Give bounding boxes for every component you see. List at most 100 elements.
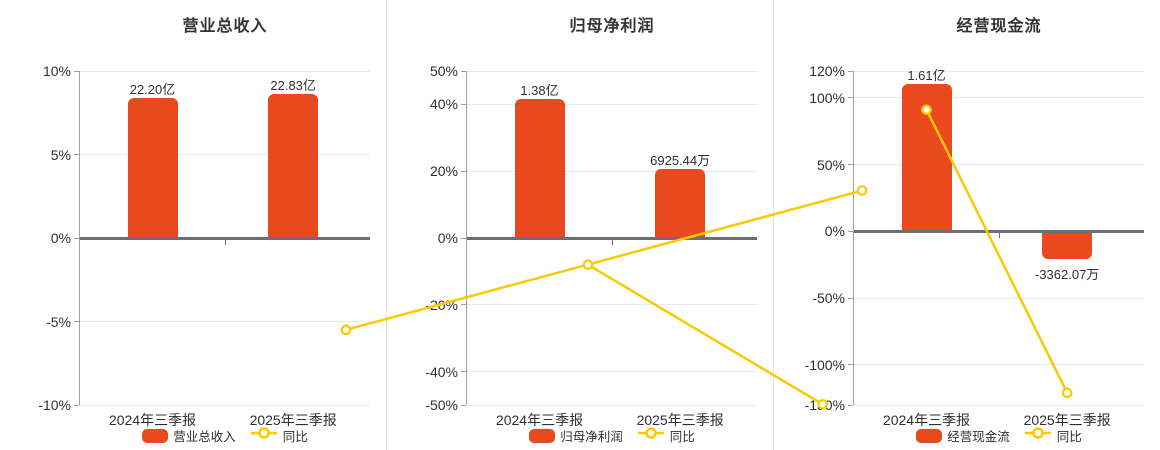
trend-point-2025年三季报[interactable] bbox=[1061, 387, 1073, 399]
chart-title: 经营现金流 bbox=[956, 18, 1042, 35]
y-tick-label: -50% bbox=[425, 397, 458, 413]
x-category-label: 2024年三季报 bbox=[495, 412, 584, 428]
y-tick-label: 20% bbox=[429, 163, 458, 180]
trend-point-2025年三季报[interactable] bbox=[856, 185, 868, 196]
y-axis-tick bbox=[461, 70, 466, 72]
bar-value-label: 1.61亿 bbox=[907, 68, 946, 84]
y-axis-tick bbox=[461, 404, 466, 406]
y-tick-label: 0% bbox=[437, 230, 458, 246]
x-category-label: 2025年三季报 bbox=[636, 412, 724, 428]
gridline bbox=[854, 404, 1144, 406]
trend-point-2024年三季报[interactable] bbox=[921, 104, 932, 116]
gridline bbox=[80, 70, 370, 72]
gridline bbox=[467, 404, 757, 406]
gridline bbox=[467, 304, 757, 306]
gridline bbox=[467, 103, 757, 105]
zero-axis-line bbox=[467, 236, 757, 240]
plot-area: 50% 40% 20% 0% -20% -40% -50% 1.38亿 6925.44万 2024… bbox=[425, 63, 829, 428]
y-axis-tick bbox=[461, 237, 466, 239]
chart-panel-3: 经营现金流120%100%50%0%-50%-100%-130%1.61亿-33… bbox=[773, 0, 1160, 450]
legend-line-label: 同比 bbox=[282, 430, 308, 444]
y-axis-tick bbox=[848, 404, 853, 406]
legend-item-bar-series[interactable]: 归母净利润 bbox=[529, 426, 623, 445]
legend-item-bar-series[interactable]: 经营现金流 bbox=[916, 426, 1010, 445]
trend-point-2024年三季报[interactable] bbox=[582, 259, 594, 271]
y-axis-tick bbox=[74, 404, 79, 406]
gridline bbox=[854, 70, 1144, 72]
y-axis-tick bbox=[848, 97, 853, 99]
gridline bbox=[854, 164, 1144, 166]
y-tick-label: -50% bbox=[812, 290, 845, 307]
y-tick-label: -5% bbox=[46, 313, 71, 330]
x-axis-tick bbox=[612, 239, 613, 245]
y-axis-tick bbox=[461, 371, 466, 373]
bar-2025年三季报[interactable] bbox=[655, 168, 706, 238]
y-axis-tick bbox=[848, 164, 853, 166]
legend-bar-swatch bbox=[142, 428, 169, 443]
line-marker-icon bbox=[637, 427, 664, 439]
legend-bar-label: 经营现金流 bbox=[947, 430, 1010, 444]
bar-value-label: 1.38亿 bbox=[520, 83, 559, 99]
line-marker-icon bbox=[1024, 427, 1051, 439]
y-tick-label: -10% bbox=[38, 397, 71, 413]
gridline bbox=[854, 364, 1144, 366]
bar-2025年三季报[interactable] bbox=[268, 93, 319, 238]
zero-axis-line bbox=[80, 236, 370, 240]
y-axis-tick bbox=[848, 364, 853, 366]
legend-item-line-series[interactable]: 同比 bbox=[637, 426, 695, 445]
legend-bar-label: 营业总收入 bbox=[173, 430, 236, 444]
bar-2024年三季报[interactable] bbox=[127, 97, 178, 238]
plot-area: 10% 5% 0% -5% -10% 22.20亿 22.83亿 2024年三季报 2025年三… bbox=[38, 63, 868, 428]
gridline bbox=[467, 371, 757, 373]
bar-value-label: 22.20亿 bbox=[129, 81, 176, 97]
bar-2025年三季报[interactable] bbox=[1042, 231, 1093, 260]
trend-line-segment bbox=[345, 189, 863, 332]
legend-item-line-series[interactable]: 同比 bbox=[1024, 426, 1082, 445]
legend: 归母净利润 同比 bbox=[467, 426, 757, 445]
legend-bar-swatch bbox=[529, 428, 556, 443]
gridline bbox=[80, 154, 370, 155]
line-marker-icon bbox=[250, 427, 277, 439]
legend: 经营现金流 同比 bbox=[854, 426, 1144, 445]
trend-point-2025年三季报[interactable] bbox=[817, 399, 829, 410]
y-tick-label: 100% bbox=[809, 89, 845, 106]
x-axis-tick bbox=[225, 239, 226, 245]
gridline bbox=[80, 404, 370, 406]
legend-line-icon bbox=[250, 426, 278, 445]
y-tick-label: 120% bbox=[809, 63, 845, 79]
x-category-label: 2025年三季报 bbox=[1023, 412, 1111, 428]
trend-point-2024年三季报[interactable] bbox=[340, 324, 352, 336]
y-axis-tick bbox=[848, 70, 853, 72]
y-axis-tick bbox=[74, 154, 79, 155]
chart-title: 归母净利润 bbox=[569, 18, 655, 35]
trend-line-segment bbox=[925, 109, 1069, 394]
legend-item-bar-series[interactable]: 营业总收入 bbox=[142, 426, 236, 445]
trend-line-segment bbox=[587, 263, 824, 406]
y-tick-label: -40% bbox=[425, 363, 458, 380]
y-axis-tick bbox=[461, 103, 466, 105]
legend-item-line-series[interactable]: 同比 bbox=[250, 426, 308, 445]
plot-area: 120%100%50%0%-50%-100%-130%1.61亿-3362.07… bbox=[805, 63, 1144, 428]
gridline bbox=[854, 97, 1144, 99]
legend-line-icon bbox=[637, 426, 665, 445]
y-axis-tick bbox=[848, 297, 853, 299]
y-tick-label: 0% bbox=[50, 230, 71, 246]
bar-2024年三季报[interactable] bbox=[514, 99, 565, 238]
x-category-label: 2025年三季报 bbox=[249, 412, 337, 428]
legend-line-label: 同比 bbox=[669, 430, 695, 444]
zero-axis-line bbox=[854, 229, 1144, 233]
y-axis-tick bbox=[74, 237, 79, 239]
y-axis-tick bbox=[461, 304, 466, 306]
gridline bbox=[467, 70, 757, 72]
trend-line-yoy bbox=[582, 259, 829, 410]
y-tick-label: -100% bbox=[804, 356, 845, 373]
bar-value-label: 22.83亿 bbox=[270, 77, 316, 93]
y-axis-tick bbox=[74, 70, 79, 72]
y-axis-line bbox=[466, 71, 467, 405]
legend-line-label: 同比 bbox=[1056, 430, 1082, 444]
gridline bbox=[80, 321, 370, 322]
x-category-label: 2024年三季报 bbox=[882, 412, 971, 428]
trend-line-yoy bbox=[921, 104, 1073, 399]
y-axis-line bbox=[79, 71, 80, 405]
